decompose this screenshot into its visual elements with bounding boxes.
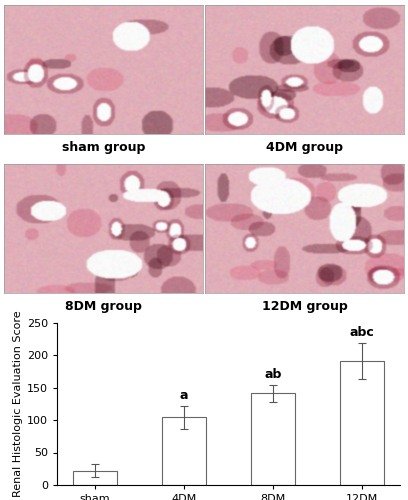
Text: 8DM group: 8DM group <box>65 300 142 313</box>
Text: abc: abc <box>350 326 375 339</box>
Y-axis label: Renal Histologic Evaluation Score: Renal Histologic Evaluation Score <box>13 310 23 497</box>
Bar <box>251 394 295 485</box>
Text: ab: ab <box>264 368 282 381</box>
Text: 4DM group: 4DM group <box>266 141 343 154</box>
Bar <box>340 361 384 485</box>
Text: a: a <box>180 389 188 402</box>
Bar <box>162 418 206 485</box>
Text: sham group: sham group <box>62 141 145 154</box>
Bar <box>73 470 117 485</box>
Text: 12DM group: 12DM group <box>262 300 347 313</box>
